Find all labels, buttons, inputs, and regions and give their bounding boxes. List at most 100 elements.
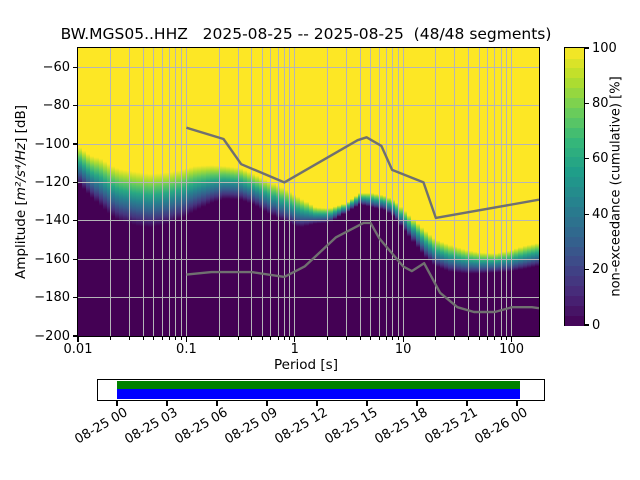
x-minor-tick (385, 336, 387, 340)
colorbar-step (565, 117, 584, 128)
x-minor-tick (370, 336, 372, 340)
grid-line-vertical (402, 48, 404, 336)
ppsd-column (267, 48, 273, 336)
grid-line-vertical (370, 48, 372, 336)
colorbar-step (565, 77, 584, 89)
ppsd-column (242, 48, 248, 336)
colorbar-tick-label: 40 (592, 206, 609, 222)
x-tick (402, 336, 404, 342)
ppsd-column (345, 48, 351, 336)
ppsd-column (312, 48, 318, 336)
ppsd-column (263, 48, 269, 336)
grid-line-vertical (270, 48, 272, 336)
ppsd-column (341, 48, 347, 336)
y-tick (73, 105, 78, 107)
ppsd-column (259, 48, 265, 336)
ppsd-column (522, 48, 528, 336)
grid-line-vertical (500, 48, 502, 336)
x-tick-label: 10 (394, 342, 412, 357)
x-minor-tick (506, 336, 508, 340)
ppsd-column (394, 48, 400, 336)
grid-line-vertical (346, 48, 347, 336)
y-tick (73, 258, 78, 260)
colorbar-step (565, 166, 584, 178)
ppsd-column (300, 48, 306, 336)
ppsd-column (386, 48, 392, 336)
colorbar-step (565, 67, 584, 79)
colorbar-step (565, 146, 584, 158)
ppsd-column (115, 48, 120, 336)
x-minor-tick (180, 336, 182, 340)
timeline-tick-label: 08-26 00 (471, 405, 530, 448)
grid-line-vertical (237, 48, 239, 336)
ppsd-column (180, 48, 186, 336)
x-tick (77, 336, 79, 342)
ppsd-column (205, 48, 211, 336)
timeline-tick-label: 08-25 12 (271, 405, 330, 448)
ppsd-column (497, 48, 503, 336)
ppsd-column (86, 48, 92, 336)
ppsd-column (217, 48, 223, 336)
grid-line-vertical (110, 48, 112, 336)
y-tick (73, 335, 78, 337)
ppsd-column (90, 48, 96, 336)
y-tick-label: −120 (34, 174, 70, 190)
grid-line-vertical (468, 48, 469, 336)
timeline-tick-label: 08-25 15 (321, 405, 380, 448)
colorbar-step (565, 87, 584, 99)
ppsd-column (399, 48, 404, 336)
noise-model-lines (78, 48, 539, 336)
grid-line-vertical (180, 48, 182, 336)
grid-line-vertical (506, 48, 508, 336)
ppsd-column (349, 48, 355, 336)
ppsd-column (526, 48, 532, 336)
ppsd-column (189, 48, 195, 336)
x-minor-tick (169, 336, 171, 340)
x-minor-tick (378, 336, 380, 340)
ppsd-column (366, 48, 372, 336)
x-tick (294, 336, 296, 342)
grid-line-vertical (397, 48, 399, 336)
x-minor-tick (237, 336, 239, 340)
ppsd-column (106, 48, 112, 336)
colorbar-tick (585, 102, 589, 104)
timeline-tick (366, 401, 368, 406)
x-minor-tick (326, 336, 328, 340)
ppsd-column (440, 48, 446, 336)
ppsd-column (222, 48, 227, 336)
grid-line-horizontal (78, 143, 539, 145)
grid-line-vertical (161, 48, 163, 336)
ppsd-column (110, 48, 116, 336)
colorbar-step (565, 57, 584, 69)
timeline-tick (266, 401, 268, 406)
colorbar-tick (585, 47, 589, 49)
ppsd-column (250, 48, 256, 336)
ppsd-column (362, 48, 367, 336)
colorbar-step (565, 305, 584, 316)
x-minor-tick (142, 336, 144, 340)
x-minor-tick (454, 336, 456, 340)
colorbar-step (565, 206, 584, 217)
ppsd-column (304, 48, 310, 336)
colorbar (564, 47, 585, 326)
ppsd-column (143, 48, 149, 336)
ppsd-column (481, 48, 487, 336)
grid-line-vertical (294, 48, 296, 336)
colorbar-step (565, 107, 584, 118)
colorbar-step (565, 295, 584, 306)
colorbar-tick-label: 100 (592, 40, 617, 56)
ppsd-column (419, 48, 425, 336)
x-minor-tick (289, 336, 291, 340)
timeline-tick (316, 401, 318, 406)
colorbar-step (565, 226, 584, 237)
grid-line-horizontal (78, 258, 539, 260)
ppsd-column (477, 48, 483, 336)
nlnm-line (186, 221, 539, 314)
colorbar-step (565, 97, 584, 108)
ppsd-column (296, 48, 302, 336)
ppsd-column (320, 48, 326, 336)
grid-line-horizontal (78, 297, 539, 299)
y-tick (73, 181, 78, 183)
ppsd-column (234, 48, 240, 336)
grid-line-vertical (487, 48, 488, 336)
